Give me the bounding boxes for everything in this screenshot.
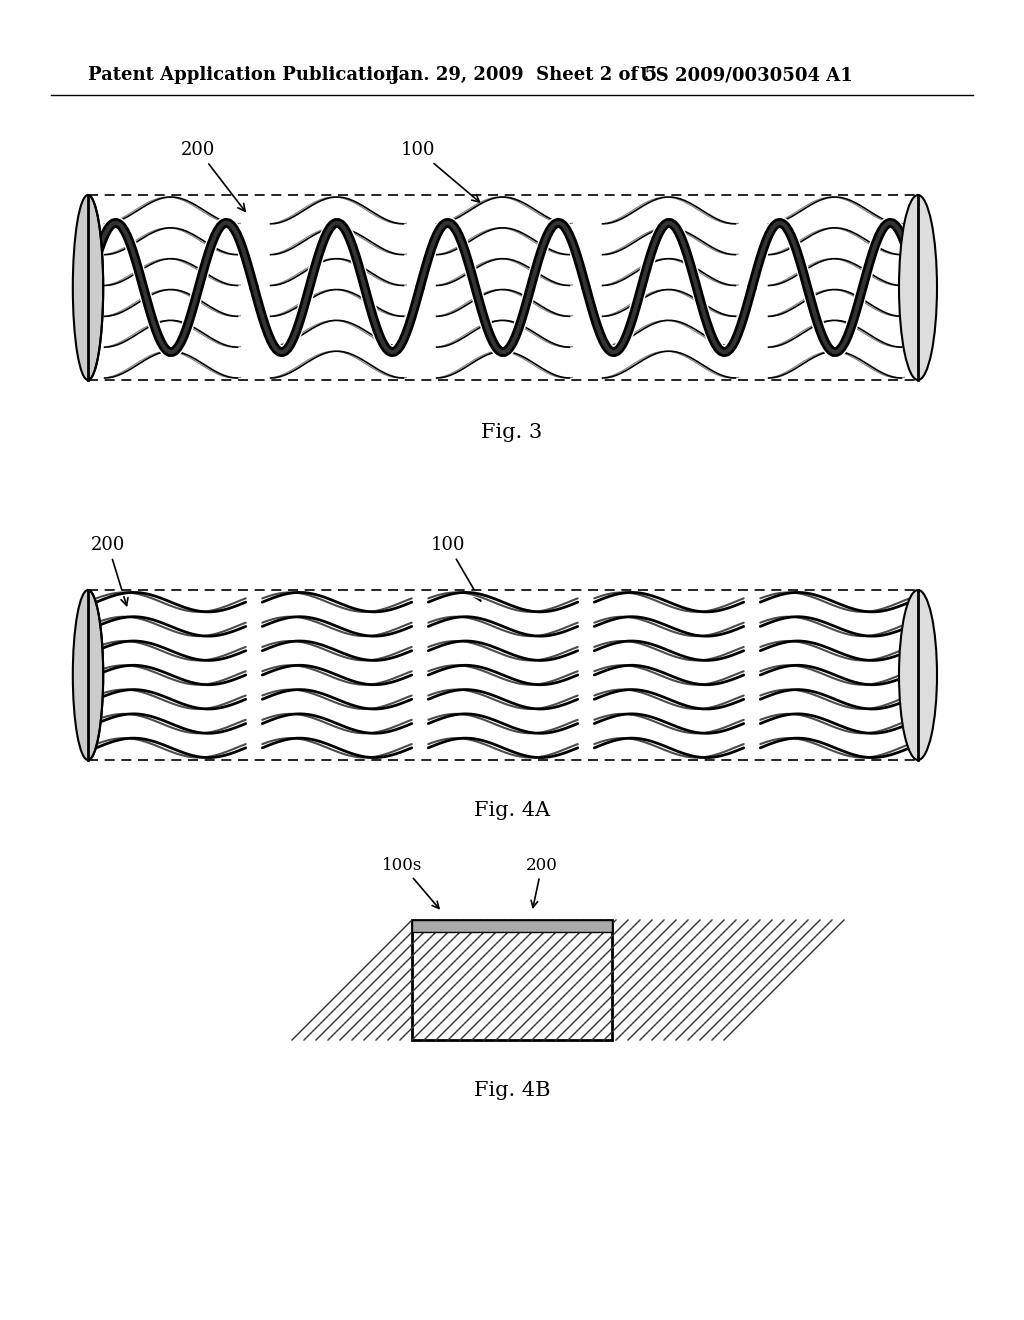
Text: 200: 200: [181, 141, 245, 211]
Text: Jan. 29, 2009  Sheet 2 of 5: Jan. 29, 2009 Sheet 2 of 5: [390, 66, 657, 84]
Ellipse shape: [73, 590, 103, 760]
Text: Fig. 3: Fig. 3: [481, 422, 543, 441]
Ellipse shape: [899, 590, 937, 760]
Bar: [412, 920, 612, 1040]
Text: 200: 200: [91, 536, 128, 606]
Bar: [412, 920, 612, 932]
Text: 200: 200: [526, 857, 558, 907]
Text: 100: 100: [400, 141, 479, 202]
Text: 100: 100: [431, 536, 480, 601]
Text: US 2009/0030504 A1: US 2009/0030504 A1: [640, 66, 853, 84]
Text: Fig. 4A: Fig. 4A: [474, 800, 550, 820]
Text: 100s: 100s: [382, 857, 439, 908]
Polygon shape: [88, 195, 918, 380]
Text: Fig. 4B: Fig. 4B: [474, 1081, 550, 1100]
Ellipse shape: [899, 195, 937, 380]
Ellipse shape: [73, 195, 103, 380]
Polygon shape: [88, 590, 918, 760]
Text: Patent Application Publication: Patent Application Publication: [88, 66, 398, 84]
